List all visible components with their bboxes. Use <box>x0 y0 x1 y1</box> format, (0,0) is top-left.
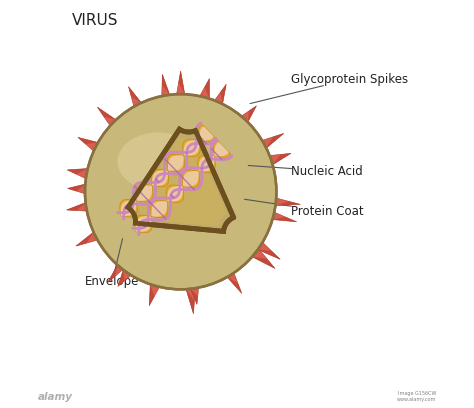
Polygon shape <box>67 169 88 179</box>
Polygon shape <box>186 289 194 314</box>
Polygon shape <box>149 284 159 306</box>
Polygon shape <box>205 78 210 98</box>
Polygon shape <box>128 86 141 106</box>
Polygon shape <box>186 288 195 314</box>
Polygon shape <box>120 124 215 217</box>
Polygon shape <box>118 270 125 286</box>
Polygon shape <box>258 242 280 259</box>
Polygon shape <box>220 84 226 104</box>
Text: Image G156CW
www.alamy.com: Image G156CW www.alamy.com <box>397 391 436 402</box>
Polygon shape <box>275 201 301 206</box>
Polygon shape <box>135 136 228 226</box>
Polygon shape <box>66 203 85 211</box>
Polygon shape <box>215 84 226 104</box>
Ellipse shape <box>118 133 199 191</box>
Polygon shape <box>270 153 291 165</box>
Polygon shape <box>191 289 198 304</box>
Text: alamy: alamy <box>38 392 73 402</box>
Polygon shape <box>191 288 199 304</box>
Ellipse shape <box>85 94 276 289</box>
Polygon shape <box>162 74 170 96</box>
Polygon shape <box>120 126 214 216</box>
Text: Nucleic Acid: Nucleic Acid <box>248 164 363 177</box>
Polygon shape <box>179 71 185 94</box>
Polygon shape <box>67 184 85 194</box>
Polygon shape <box>128 86 141 103</box>
Polygon shape <box>76 232 98 246</box>
Polygon shape <box>108 265 118 283</box>
Ellipse shape <box>86 95 275 288</box>
Polygon shape <box>76 232 93 246</box>
Polygon shape <box>78 137 98 151</box>
Polygon shape <box>266 133 284 148</box>
Polygon shape <box>200 78 210 98</box>
Polygon shape <box>227 273 242 293</box>
Ellipse shape <box>87 96 274 287</box>
Polygon shape <box>273 212 297 222</box>
Polygon shape <box>258 250 280 259</box>
Text: VIRUS: VIRUS <box>72 13 118 29</box>
Polygon shape <box>118 270 131 286</box>
Polygon shape <box>66 203 87 211</box>
Polygon shape <box>97 107 116 126</box>
Polygon shape <box>177 71 185 94</box>
Polygon shape <box>67 184 85 191</box>
Polygon shape <box>128 129 234 231</box>
Polygon shape <box>252 257 275 268</box>
Polygon shape <box>273 217 297 222</box>
Polygon shape <box>273 153 291 165</box>
Text: Protein Coat: Protein Coat <box>245 199 364 218</box>
Polygon shape <box>275 198 301 206</box>
Polygon shape <box>162 74 170 95</box>
Polygon shape <box>97 107 116 120</box>
Polygon shape <box>149 284 155 306</box>
Polygon shape <box>135 140 230 233</box>
Polygon shape <box>252 249 275 268</box>
Polygon shape <box>78 137 98 144</box>
Text: Glycoprotein Spikes: Glycoprotein Spikes <box>250 73 409 104</box>
Text: Envelope: Envelope <box>85 239 139 288</box>
Polygon shape <box>241 106 256 122</box>
Polygon shape <box>67 169 88 174</box>
Polygon shape <box>227 277 242 293</box>
Polygon shape <box>108 265 123 283</box>
Polygon shape <box>262 133 284 148</box>
Polygon shape <box>248 106 256 122</box>
Polygon shape <box>136 142 228 232</box>
